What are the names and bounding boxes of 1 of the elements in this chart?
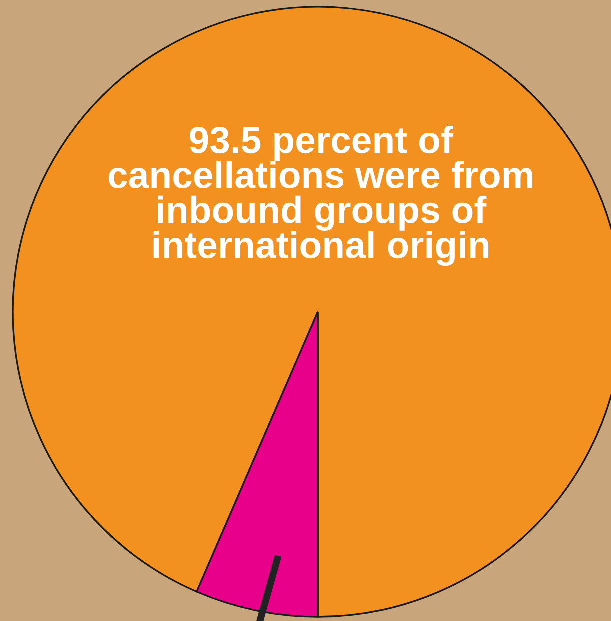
text: 93.5 percent of cancellations were from inbound groups of international origin <box>108 126 532 266</box>
